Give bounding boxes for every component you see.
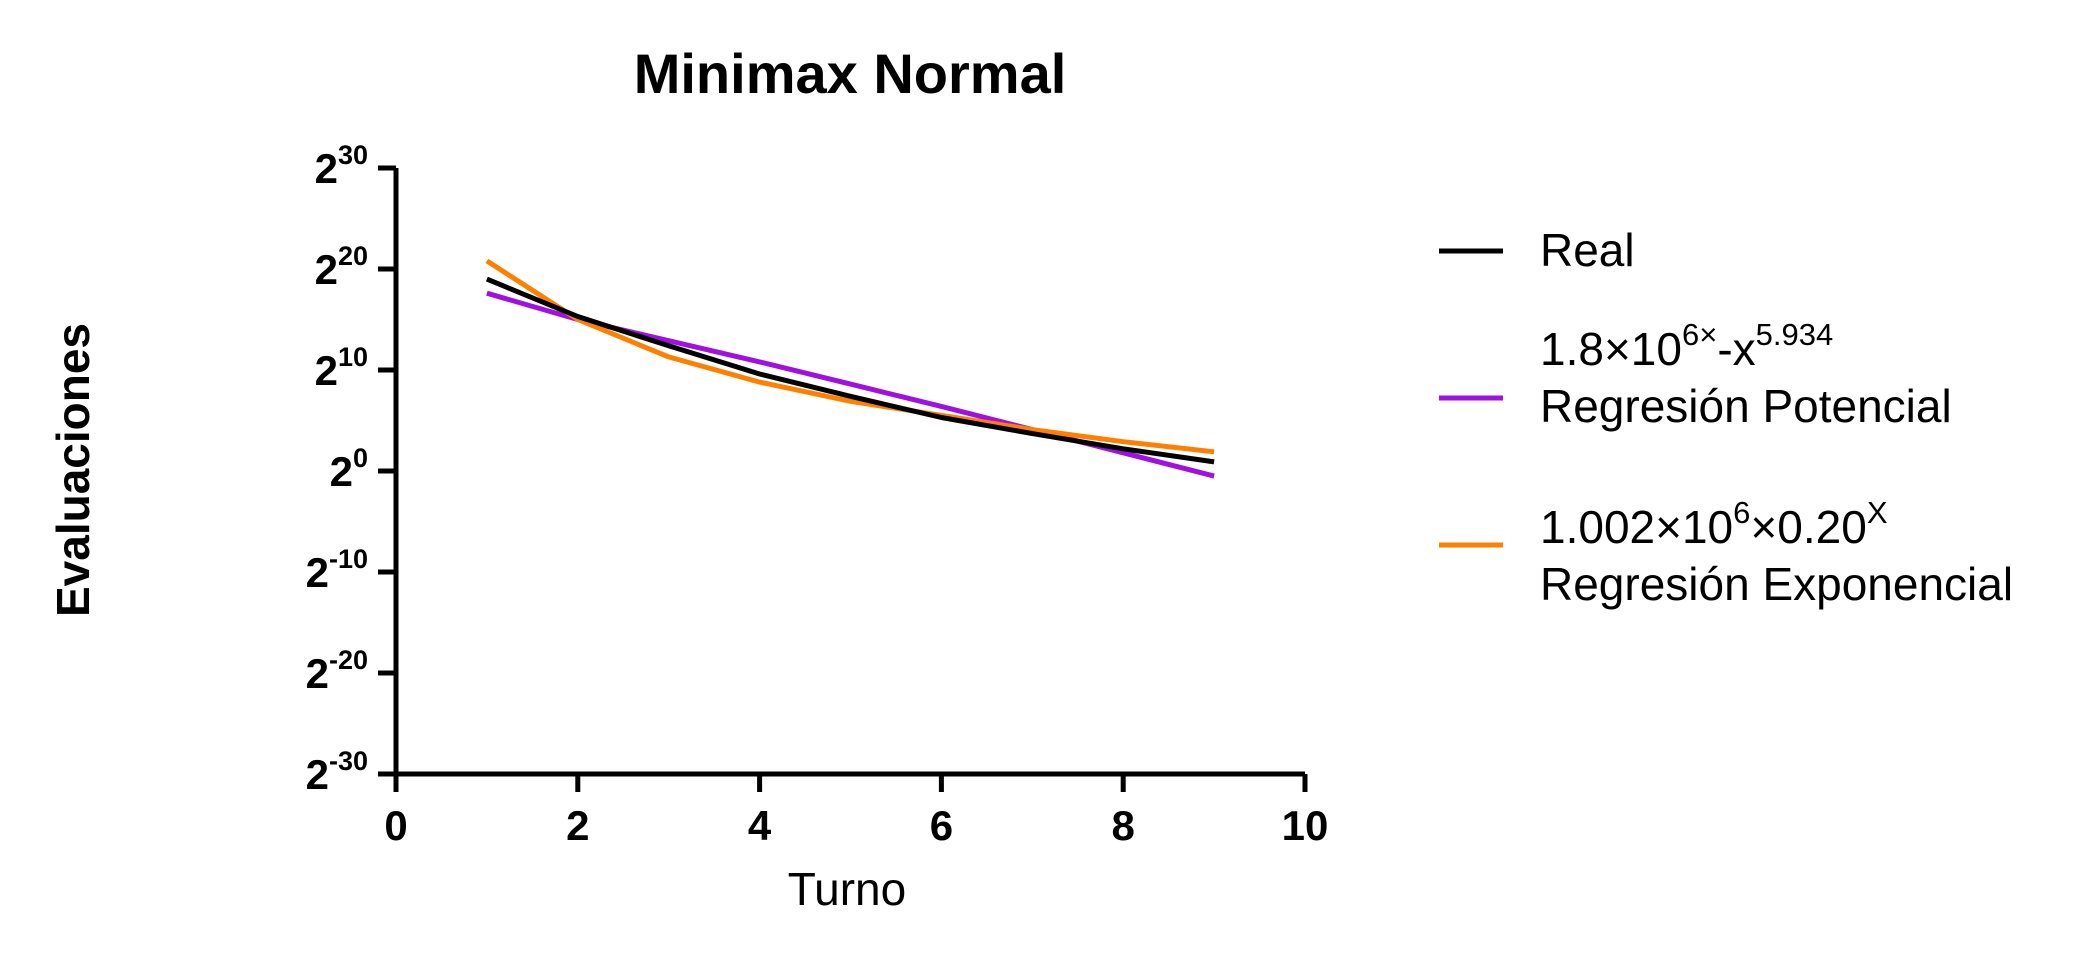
series-group: [485, 258, 1215, 479]
y-tick-exponent: 30: [338, 140, 368, 170]
y-tick-exponent: 20: [338, 241, 368, 271]
legend-label-real: Real: [1540, 224, 1635, 276]
x-tick-label: 10: [1282, 802, 1329, 849]
legend-exponencial-sup2: X: [1867, 495, 1888, 530]
y-tick-base: 2: [306, 549, 329, 596]
y-tick-exponent: 0: [353, 443, 368, 473]
y-tick-exponent: 10: [338, 342, 368, 372]
y-tick-label: 2-10: [306, 544, 368, 596]
y-tick-exponent: -20: [329, 645, 368, 675]
series-line-exponencial: [485, 258, 1215, 455]
y-tick-exponent: -30: [329, 746, 368, 776]
x-tick-label: 8: [1112, 802, 1135, 849]
x-tick-label: 2: [566, 802, 589, 849]
y-tick-base: 2: [315, 145, 338, 192]
y-tick-label: 2-30: [306, 746, 368, 798]
legend: Real 1.8×106×-x5.934 Regresión Potencial…: [1439, 224, 2013, 610]
y-tick-base: 2: [306, 751, 329, 798]
chart-title: Minimax Normal: [634, 42, 1067, 105]
legend-label-potencial-formula: 1.8×106×-x5.934: [1540, 317, 1833, 375]
legend-exponencial-part2: ×0.20: [1750, 501, 1866, 553]
series-line-real: [485, 276, 1215, 465]
y-tick-label: 20: [330, 443, 368, 495]
y-tick-base: 2: [315, 347, 338, 394]
y-tick-label: 2-20: [306, 645, 368, 697]
legend-label-exponencial-formula: 1.002×106×0.20X: [1540, 495, 1888, 553]
y-tick-exponent: -10: [329, 544, 368, 574]
y-tick-base: 2: [315, 246, 338, 293]
y-tick-base: 2: [330, 448, 353, 495]
legend-label-exponencial-name: Regresión Exponencial: [1540, 558, 2013, 610]
x-tick-label: 0: [384, 802, 407, 849]
y-tick-label: 210: [315, 342, 368, 394]
x-axis-label: Turno: [788, 863, 906, 915]
y-tick-label: 220: [315, 241, 368, 293]
legend-potencial-part2: -x: [1717, 323, 1755, 375]
legend-potencial-part1: 1.8×10: [1540, 323, 1682, 375]
legend-potencial-sup1: 6×: [1682, 317, 1717, 352]
y-axis-label: Evaluaciones: [47, 323, 99, 617]
legend-label-potencial-name: Regresión Potencial: [1540, 380, 1952, 432]
legend-exponencial-sup1: 6: [1733, 495, 1750, 530]
x-tick-label: 6: [930, 802, 953, 849]
x-tick-label: 4: [748, 802, 772, 849]
y-tick-label: 230: [315, 140, 368, 192]
legend-potencial-sup2: 5.934: [1756, 317, 1834, 352]
y-tick-base: 2: [306, 650, 329, 697]
legend-exponencial-part1: 1.002×10: [1540, 501, 1733, 553]
